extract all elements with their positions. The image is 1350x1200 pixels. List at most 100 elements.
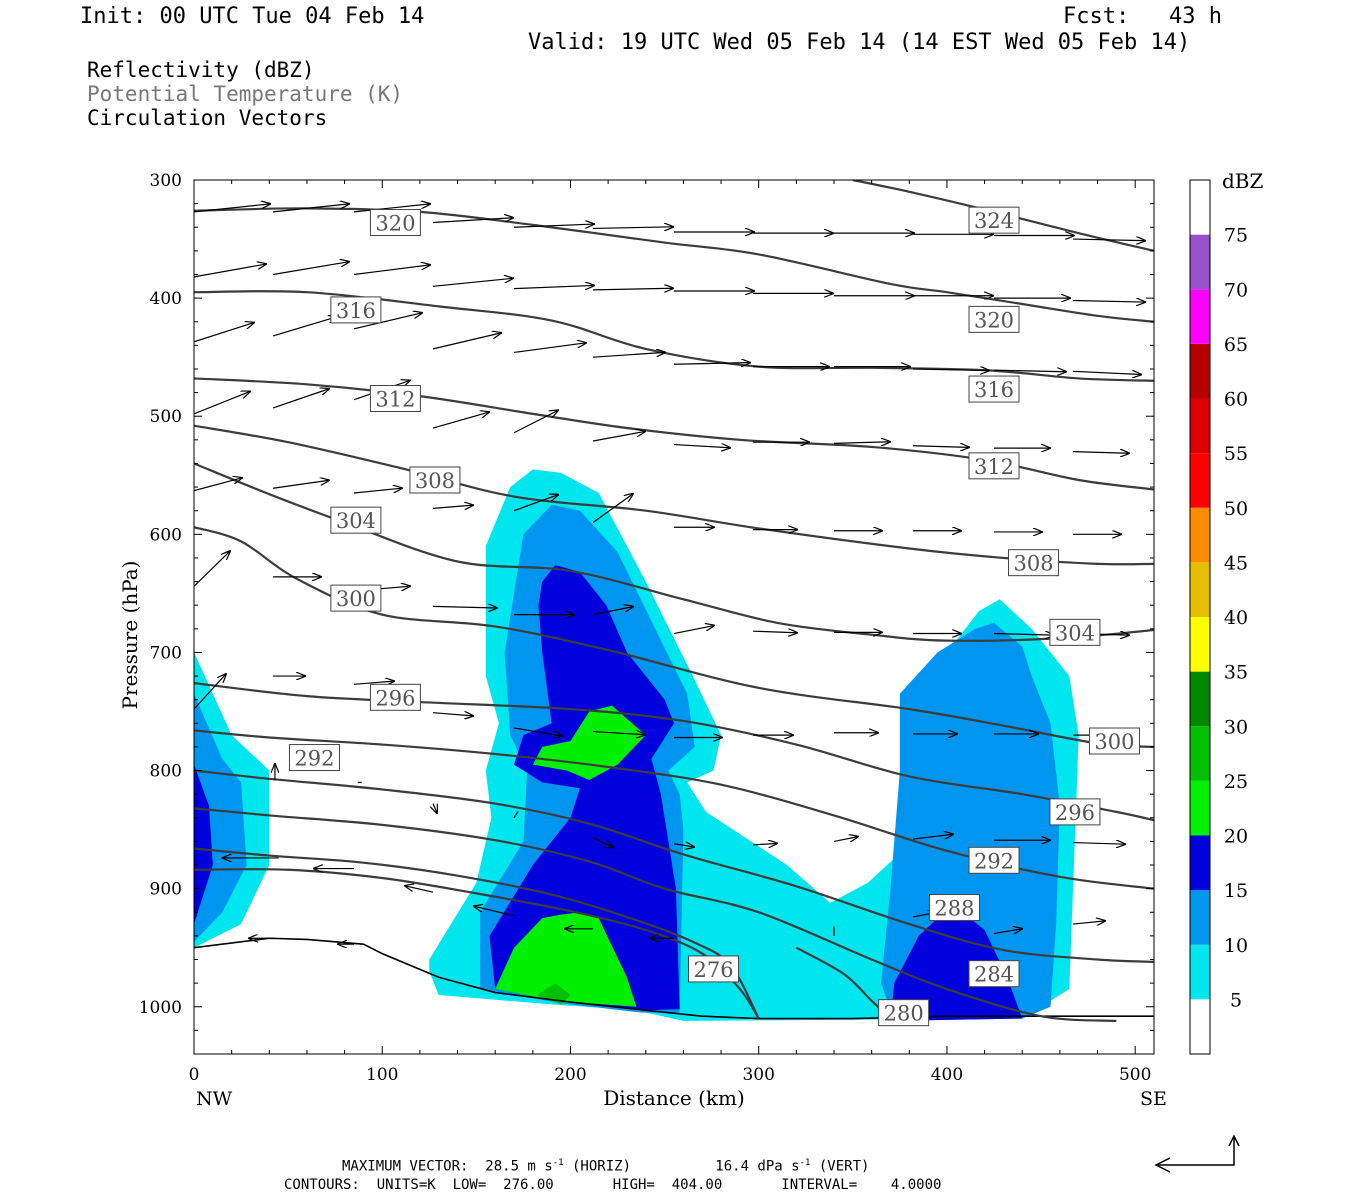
reflectivity-fill-layer	[194, 469, 1079, 1021]
circulation-vector	[353, 265, 430, 276]
circulation-vector	[513, 410, 558, 434]
circulation-vector	[433, 804, 437, 814]
circulation-vector	[194, 674, 226, 710]
circulation-vector	[1073, 452, 1129, 454]
circulation-vector	[592, 431, 645, 442]
contour-label-280: 280	[884, 1002, 924, 1026]
y-tick-label: 900	[150, 880, 182, 900]
reflectivity-central-column-15dbz	[489, 565, 680, 1011]
colorbar-swatch	[1190, 780, 1210, 836]
y-tick-label: 400	[150, 289, 182, 309]
contour-label-box	[968, 960, 1020, 988]
vector-layer	[194, 204, 1145, 944]
contour-label-308: 308	[415, 469, 455, 493]
contour-label-296: 296	[375, 686, 415, 710]
plot-frame	[193, 179, 1155, 1055]
colorbar-swatch	[1190, 835, 1210, 891]
circulation-vector	[1073, 843, 1125, 845]
contour-label-box	[968, 452, 1020, 480]
theta-contour-304k	[194, 526, 1154, 749]
contour-label-320: 320	[974, 308, 1014, 332]
theta-contour-288k	[194, 807, 1117, 1023]
circulation-vector	[913, 446, 969, 448]
contour-label-box	[1008, 549, 1060, 577]
colorbar-swatch	[1190, 671, 1210, 727]
colorbar-tick-label: 45	[1224, 552, 1248, 574]
y-tick-label: 1000	[139, 998, 182, 1018]
circulation-vector	[353, 204, 430, 213]
circulation-vector	[474, 906, 515, 917]
reflectivity-left-edge-15dbz	[194, 764, 213, 925]
circulation-vector	[593, 352, 665, 358]
circulation-vector	[353, 488, 402, 494]
contour-label-300: 300	[336, 587, 376, 611]
circulation-vector	[194, 478, 242, 492]
colorbar: 5 10 15 20 25 30 35 40 45 50 55 60 65 70 75	[1189, 179, 1248, 1055]
footer-max-vector: MAXIMUM VECTOR: 28.5 m s-1 (HORIZ) 16.4 …	[342, 1158, 869, 1175]
contour-label-box	[968, 206, 1020, 234]
colorbar-swatch	[1190, 726, 1210, 781]
contour-label-300: 300	[1094, 730, 1134, 754]
y-tick-label: 600	[150, 525, 182, 545]
circulation-vector	[833, 837, 858, 842]
contour-label-324: 324	[974, 209, 1014, 233]
contour-label-304: 304	[336, 509, 376, 533]
circulation-vector	[513, 285, 594, 288]
x-tick-label: 300	[742, 1065, 774, 1085]
contour-label-box	[968, 846, 1020, 874]
circulation-vector	[433, 218, 513, 224]
contour-label-box	[330, 296, 382, 324]
y-tick-label: 300	[150, 171, 182, 191]
circulation-vector	[593, 227, 673, 229]
colorbar-swatch	[1190, 617, 1210, 672]
contour-label-box	[1049, 618, 1101, 646]
colorbar-tick-label: 60	[1224, 389, 1248, 411]
contour-label-box	[288, 744, 340, 772]
circulation-vector	[673, 445, 730, 448]
colorbar-tick-label: 25	[1224, 771, 1248, 793]
circulation-vector	[592, 607, 633, 616]
circulation-vector	[405, 886, 434, 893]
contour-label-292: 292	[294, 747, 334, 771]
circulation-vector	[194, 204, 270, 213]
circulation-vector	[194, 323, 254, 343]
circulation-vector	[673, 363, 750, 365]
contour-label-box	[878, 999, 930, 1027]
unit-exponent: -1	[799, 1158, 811, 1168]
circulation-vector	[272, 317, 337, 337]
contour-label-284: 284	[974, 963, 1014, 987]
circulation-vector	[353, 681, 394, 684]
circulation-vector	[1073, 239, 1145, 241]
colorbar-swatch	[1190, 890, 1210, 945]
circulation-vector	[432, 412, 489, 429]
reflectivity-central-column-25dbz	[536, 983, 571, 1005]
colorbar-swatch	[1190, 234, 1210, 290]
colorbar-tick-label: 65	[1224, 334, 1248, 356]
contour-label-292: 292	[974, 849, 1014, 873]
colorbar-title: dBZ	[1222, 169, 1264, 193]
colorbar-tick-label: 70	[1224, 279, 1248, 301]
contour-label-276: 276	[693, 958, 733, 982]
y-tick-label: 800	[150, 762, 182, 782]
x-end-left-label: NW	[196, 1088, 233, 1110]
circulation-vector	[353, 313, 422, 330]
colorbar-swatch	[1190, 343, 1210, 399]
circulation-vector	[194, 264, 266, 278]
circulation-vector	[833, 442, 890, 444]
theta-contour-312k	[194, 424, 1154, 566]
circulation-vector	[433, 713, 473, 716]
contour-label-box	[928, 894, 980, 922]
colorbar-tick-label: 30	[1224, 716, 1248, 738]
contour-label-288: 288	[934, 897, 974, 921]
colorbar-swatch	[1190, 944, 1210, 1000]
circulation-vector	[513, 727, 562, 736]
colorbar-tick-label: 75	[1224, 225, 1248, 247]
contour-label-box	[369, 683, 421, 711]
contour-label-box	[1049, 798, 1101, 826]
circulation-vector	[194, 551, 230, 587]
contour-label-box	[968, 305, 1020, 333]
contour-label-320: 320	[375, 212, 415, 236]
contour-label-box	[409, 466, 461, 494]
circulation-vector	[1072, 921, 1105, 924]
